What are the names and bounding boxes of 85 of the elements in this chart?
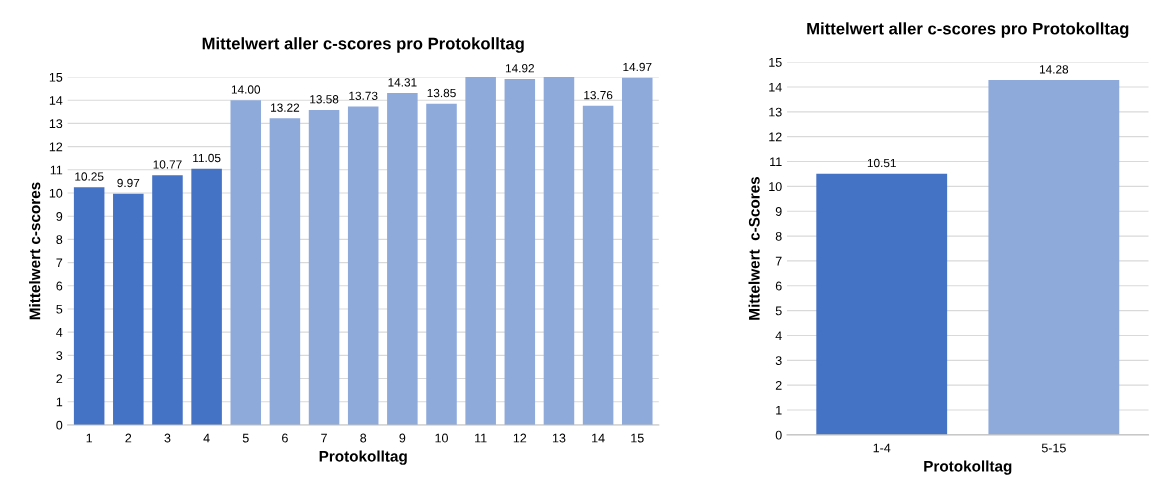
x-tick-label: 8 xyxy=(360,433,367,443)
bar xyxy=(308,109,340,425)
data-label: 14.92 xyxy=(505,64,534,73)
bar xyxy=(152,175,183,425)
y-tick-label: 14 xyxy=(769,82,782,92)
y-tick-label: 7 xyxy=(56,258,63,268)
y-tick-label: 3 xyxy=(56,351,63,361)
y-tick-label: 1 xyxy=(56,397,63,407)
x-tick-label: 10 xyxy=(435,433,448,443)
y-tick-label: 0 xyxy=(775,430,782,440)
y-tick-label: 10 xyxy=(769,182,782,192)
y-tick-label: 13 xyxy=(49,119,63,129)
y-tick-label: 10 xyxy=(49,188,63,198)
x-tick-label: 1-4 xyxy=(873,443,891,453)
y-tick-label: 14 xyxy=(49,96,63,105)
data-label: 10.77 xyxy=(153,160,182,169)
y-tick-label: 15 xyxy=(49,72,63,82)
bar xyxy=(269,118,301,425)
y-axis-title: Mittelwert c-scores xyxy=(29,182,41,320)
y-tick-label: 5 xyxy=(56,304,63,314)
x-tick-label: 15 xyxy=(631,433,644,443)
data-label: 14.00 xyxy=(231,85,261,94)
data-label: 13.58 xyxy=(310,95,339,104)
y-tick-label: 4 xyxy=(775,331,782,340)
y-tick-label: 4 xyxy=(56,328,63,337)
bar xyxy=(543,77,575,425)
y-tick-label: 13 xyxy=(769,107,782,117)
x-tick-label: 11 xyxy=(475,433,487,443)
bar xyxy=(113,193,144,425)
y-tick-label: 3 xyxy=(775,356,782,365)
bar xyxy=(426,103,457,425)
bar xyxy=(230,100,262,425)
chart-title: Mittelwert aller c-scores pro Protokolltag xyxy=(807,22,1129,38)
data-label: 10.25 xyxy=(75,172,104,181)
x-tick-label: 1 xyxy=(86,433,93,443)
y-tick-label: 1 xyxy=(776,405,782,415)
bar xyxy=(504,78,536,425)
y-tick-label: 11 xyxy=(770,157,782,167)
x-tick-label: 5 xyxy=(242,433,249,443)
y-tick-label: 6 xyxy=(56,281,63,291)
x-axis-title: Protokolltag xyxy=(319,450,407,465)
y-tick-label: 7 xyxy=(775,256,782,266)
y-tick-label: 11 xyxy=(50,165,63,175)
y-tick-label: 8 xyxy=(56,235,63,245)
x-tick-label: 6 xyxy=(282,433,288,443)
x-tick-label: 12 xyxy=(513,433,527,443)
y-axis-title: Mittelwert c-Scores xyxy=(748,176,760,320)
data-label: 13.73 xyxy=(349,91,378,100)
y-tick-label: 12 xyxy=(769,132,782,142)
y-tick-label: 9 xyxy=(56,212,63,221)
data-label: 14.31 xyxy=(388,78,417,87)
y-tick-label: 0 xyxy=(56,420,63,430)
x-axis-title: Protokolltag xyxy=(924,460,1012,475)
bar xyxy=(347,106,379,425)
bar xyxy=(621,77,653,425)
y-tick-label: 5 xyxy=(775,306,782,316)
bar xyxy=(73,187,105,425)
bar xyxy=(582,105,614,425)
data-label: 14.28 xyxy=(1039,65,1069,74)
data-label: 14.97 xyxy=(623,62,652,72)
x-tick-label: 4 xyxy=(203,433,210,443)
data-label: 10.51 xyxy=(867,158,896,168)
x-tick-label: 2 xyxy=(125,433,132,443)
x-tick-label: 3 xyxy=(164,433,171,443)
x-tick-label: 7 xyxy=(321,433,327,443)
bar xyxy=(387,93,418,425)
y-tick-label: 12 xyxy=(49,142,63,152)
bar xyxy=(465,77,496,425)
x-tick-label: 5-15 xyxy=(1041,443,1066,453)
data-label: 9.97 xyxy=(117,178,140,188)
y-tick-label: 15 xyxy=(769,58,782,67)
x-tick-label: 14 xyxy=(592,433,605,443)
data-label: 11.05 xyxy=(193,153,221,163)
bar xyxy=(191,168,222,425)
data-label: 13.76 xyxy=(584,90,613,100)
y-tick-label: 6 xyxy=(775,281,782,291)
y-tick-label: 9 xyxy=(775,207,782,216)
x-tick-label: 9 xyxy=(399,433,406,443)
data-label: 13.85 xyxy=(427,88,456,98)
x-tick-label: 13 xyxy=(552,433,566,443)
y-tick-label: 2 xyxy=(56,374,63,384)
chart-title: Mittelwert aller c-scores pro Protokolltag xyxy=(202,37,524,53)
data-label: 13.22 xyxy=(271,103,300,112)
y-tick-label: 8 xyxy=(775,231,782,241)
y-tick-label: 2 xyxy=(775,380,782,390)
